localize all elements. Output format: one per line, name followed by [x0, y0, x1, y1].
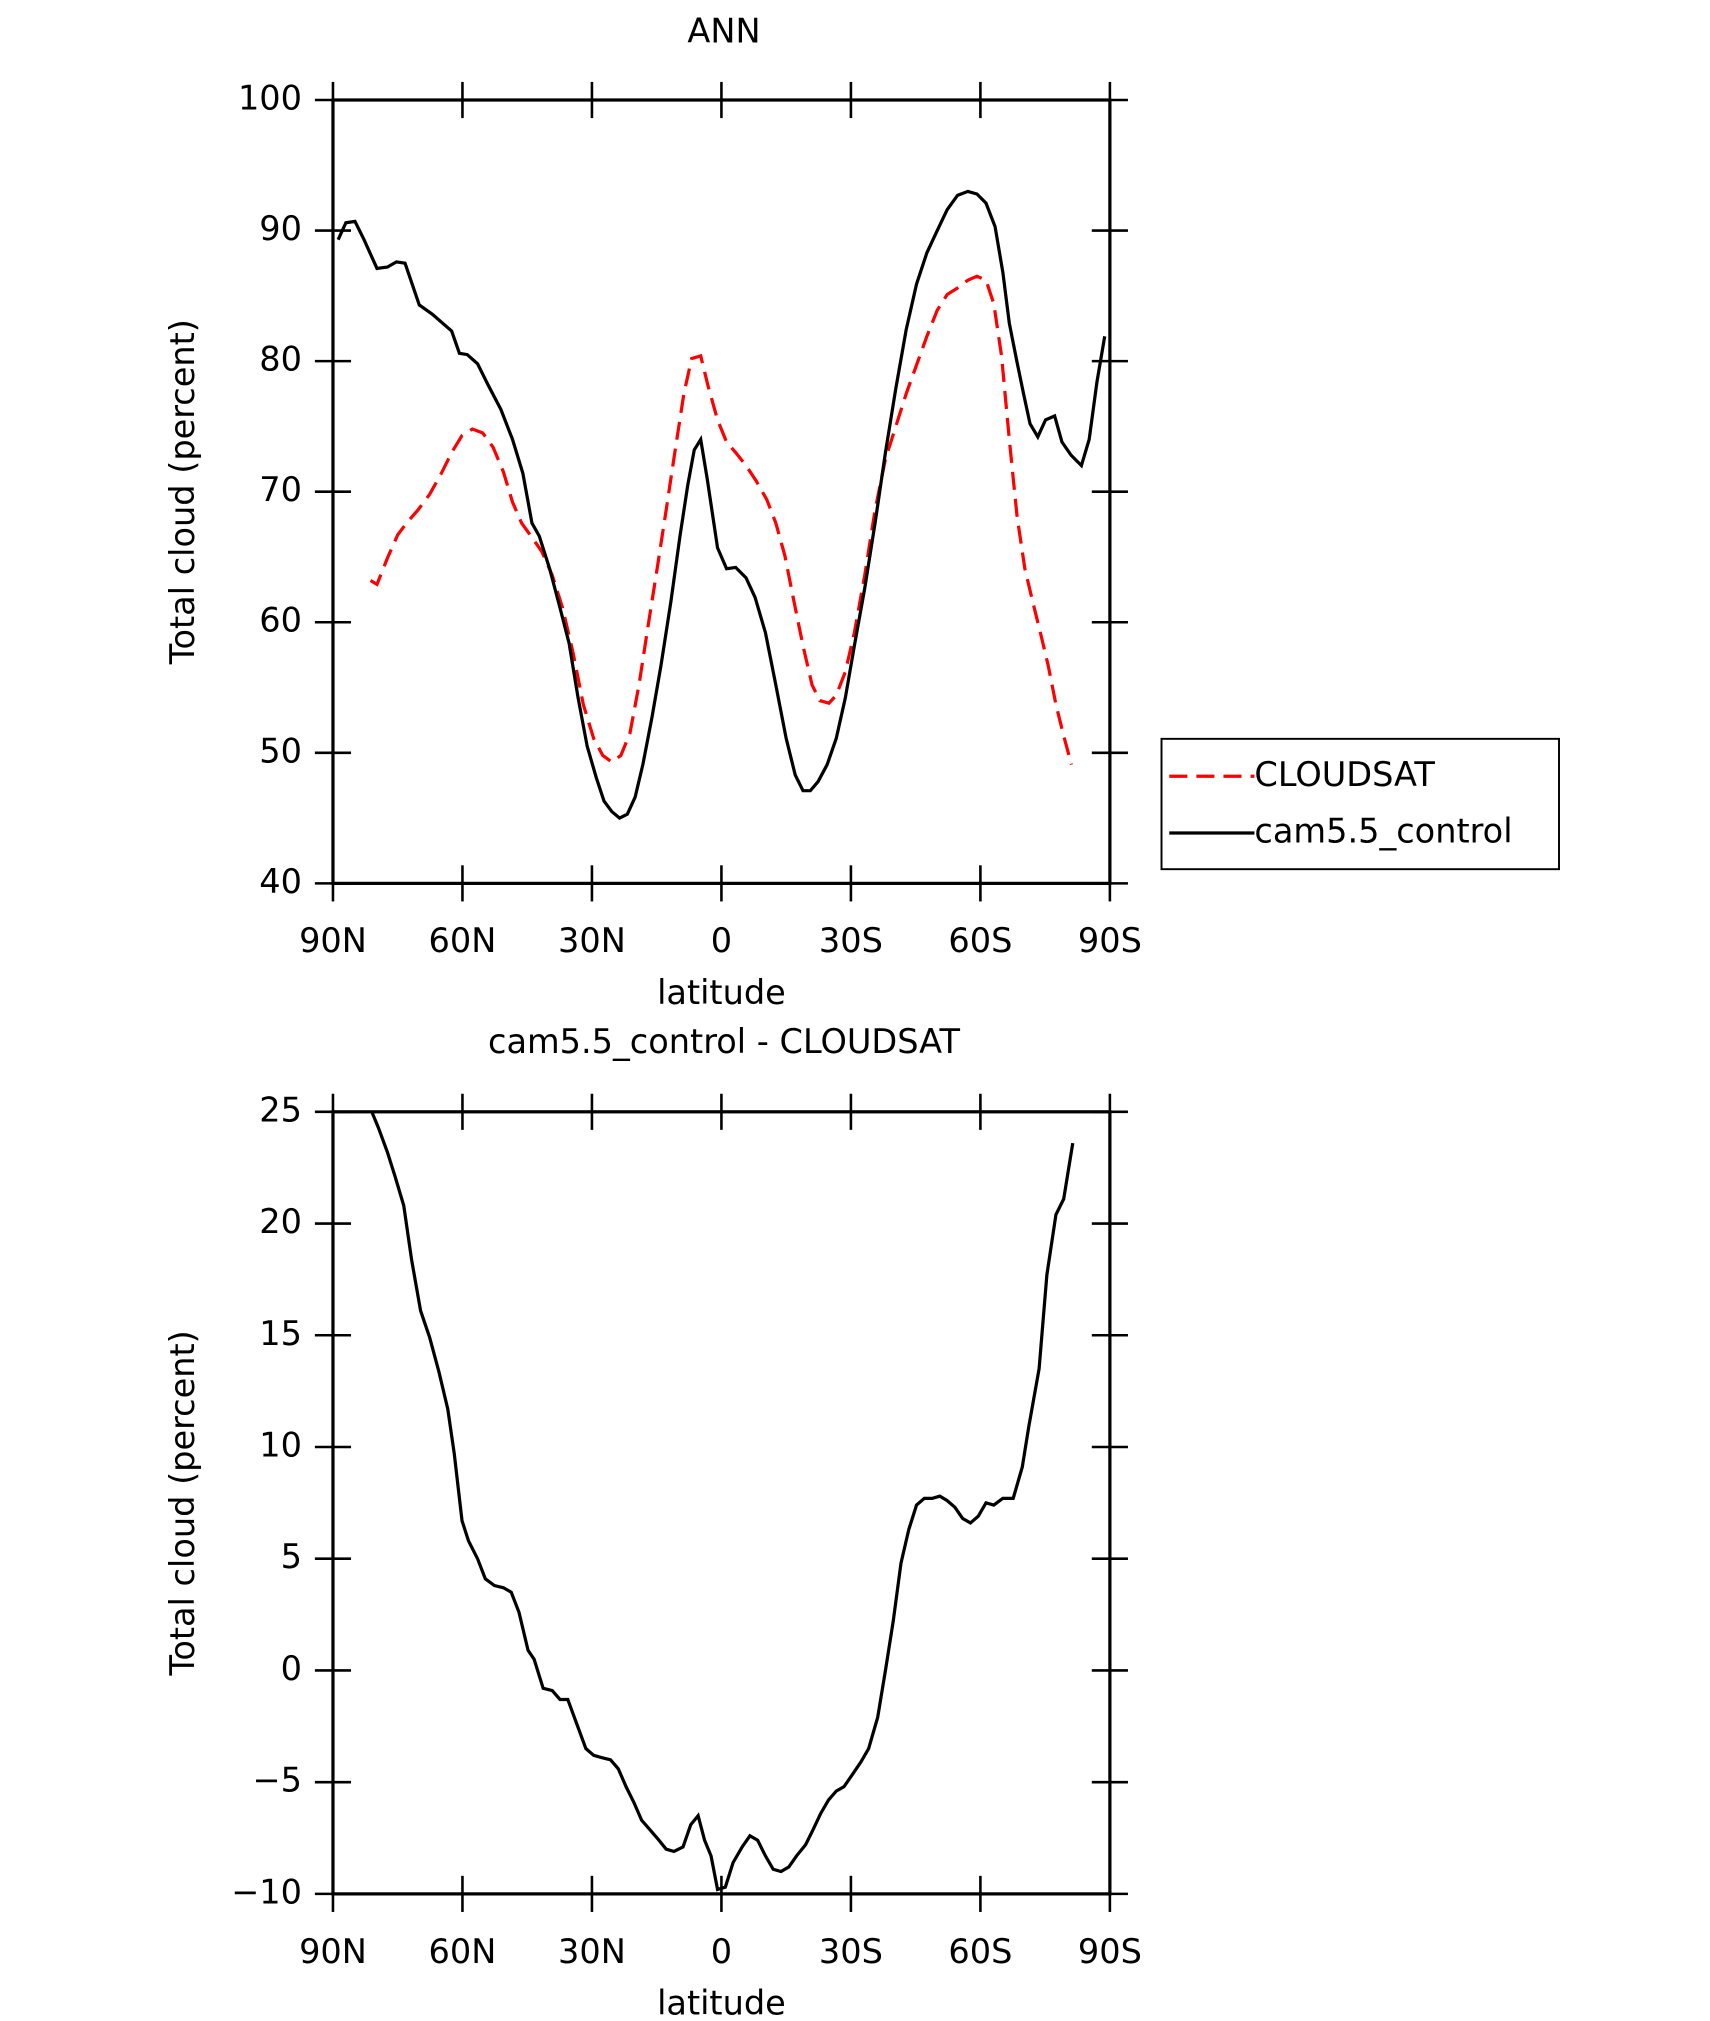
x-tick-label: 60N [429, 1932, 497, 1971]
legend-label: CLOUDSAT [1254, 755, 1435, 794]
y-tick-label: 60 [259, 601, 302, 640]
x-tick-label: 90N [299, 1932, 367, 1971]
y-tick-label: 25 [259, 1090, 302, 1129]
y-tick-label: 5 [281, 1537, 302, 1576]
plot-frame [331, 98, 1112, 885]
y-tick-label: 0 [281, 1649, 302, 1688]
x-tick-label: 0 [711, 1932, 732, 1971]
plot-frame [331, 1110, 1112, 1896]
legend-label: cam5.5_control [1254, 812, 1512, 851]
x-tick-label: 30S [819, 1932, 883, 1971]
y-tick-label: 70 [259, 470, 302, 509]
x-tick-label: 30N [558, 921, 626, 960]
x-tick-label: 90N [299, 921, 367, 960]
chart-title: cam5.5_control - CLOUDSAT [488, 1022, 960, 1061]
legend-box [1160, 737, 1560, 871]
data-line [336, 189, 1107, 821]
x-tick-label: 30S [819, 921, 883, 960]
y-tick-label: 15 [259, 1314, 302, 1353]
x-tick-label: 30N [558, 1932, 626, 1971]
data-line [369, 274, 1074, 765]
y-tick-label: 40 [259, 862, 302, 901]
y-tick-label: 20 [259, 1202, 302, 1241]
x-tick-label: 60S [948, 921, 1012, 960]
x-tick-label: 60N [429, 921, 497, 960]
y-tick-label: 90 [259, 209, 302, 248]
x-axis-label: latitude [657, 1983, 786, 2021]
y-tick-label: 10 [259, 1425, 302, 1464]
x-tick-label: 60S [948, 1932, 1012, 1971]
chart-title: ANN [687, 11, 760, 50]
x-tick-label: 0 [711, 921, 732, 960]
y-axis-label: Total cloud (percent) [163, 319, 202, 665]
y-tick-label: 50 [259, 731, 302, 770]
y-tick-label: −5 [253, 1761, 302, 1800]
x-axis-label: latitude [657, 973, 786, 1012]
data-line [370, 1111, 1075, 1892]
x-tick-label: 90S [1078, 921, 1142, 960]
y-tick-label: 100 [238, 79, 302, 118]
y-axis-label: Total cloud (percent) [163, 1330, 202, 1676]
y-tick-label: 80 [259, 340, 302, 379]
y-tick-label: −10 [231, 1872, 302, 1911]
x-tick-label: 90S [1078, 1932, 1142, 1971]
